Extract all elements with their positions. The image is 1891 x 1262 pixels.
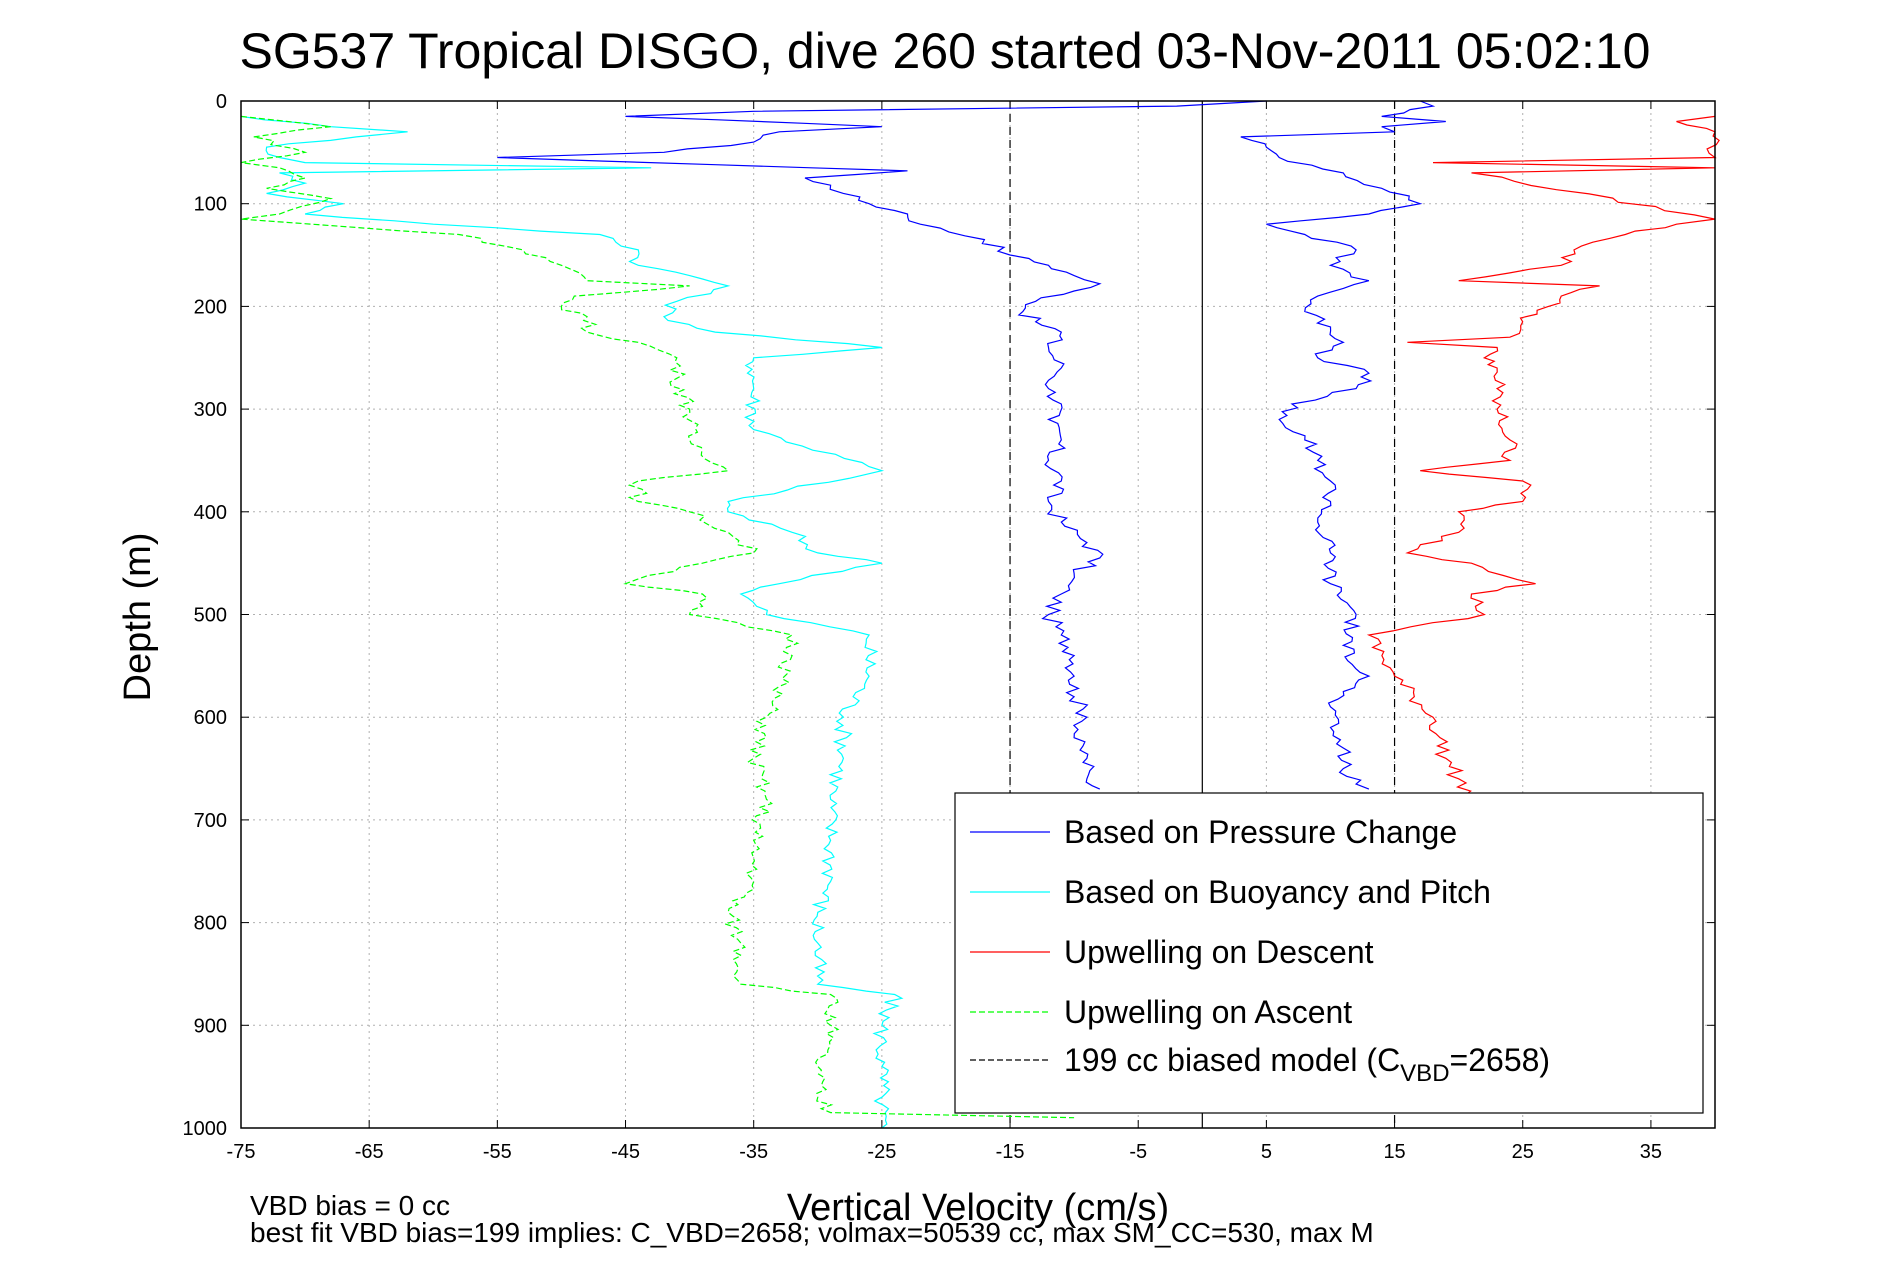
chart-title: SG537 Tropical DISGO, dive 260 started 0… xyxy=(240,23,1651,79)
series-line-2-main xyxy=(1366,115,1720,800)
y-tick-label-1: 100 xyxy=(194,194,227,216)
x-tick-label-2: -55 xyxy=(483,1141,512,1163)
plot-frame xyxy=(240,100,1716,1129)
y-tick-label-2: 200 xyxy=(194,296,227,318)
legend-label-descent: Upwelling on Descent xyxy=(1064,934,1374,970)
x-tick-label-1: -65 xyxy=(355,1141,384,1163)
x-tick-label-4: -35 xyxy=(739,1141,768,1163)
series-line-3-main xyxy=(240,115,1075,1119)
x-tick-label-10: 25 xyxy=(1512,1141,1534,1163)
series-line-1-main xyxy=(240,115,904,1129)
legend-label-model-sub: VBD xyxy=(1400,1060,1449,1087)
y-tick-label-6: 600 xyxy=(194,707,227,729)
x-tick-label-7: -5 xyxy=(1129,1141,1147,1163)
legend-label-model-main: 199 cc biased model (C xyxy=(1064,1042,1400,1078)
legend: Based on Pressure Change Based on Buoyan… xyxy=(954,792,1704,1114)
y-tick-label-4: 400 xyxy=(194,502,227,524)
x-tick-label-8: 5 xyxy=(1261,1141,1272,1163)
x-tick-label-3: -45 xyxy=(611,1141,640,1163)
x-tick-label-5: -25 xyxy=(867,1141,896,1163)
legend-label-model-tail: =2658) xyxy=(1450,1042,1551,1078)
legend-label-pressure: Based on Pressure Change xyxy=(1064,814,1457,850)
x-tick-label-6: -15 xyxy=(996,1141,1025,1163)
x-tick-label-0: -75 xyxy=(227,1141,256,1163)
legend-label-ascent: Upwelling on Ascent xyxy=(1064,994,1352,1030)
y-tick-label-9: 900 xyxy=(194,1015,227,1037)
series-group xyxy=(240,100,1720,1129)
legend-label-model: 199 cc biased model (CVBD=2658) xyxy=(1064,1042,1550,1087)
y-tick-label-5: 500 xyxy=(194,605,227,627)
y-tick-label-3: 300 xyxy=(194,399,227,421)
legend-label-buoyancy: Based on Buoyancy and Pitch xyxy=(1064,874,1491,910)
y-axis-label: Depth (m) xyxy=(117,533,159,702)
footnote-vbd-bias: VBD bias = 0 cc xyxy=(250,1190,450,1221)
x-tick-label-11: 35 xyxy=(1640,1141,1662,1163)
footnote-best-fit: best fit VBD bias=199 implies: C_VBD=265… xyxy=(250,1217,1374,1248)
y-tick-labels: 0 100 200 300 400 500 600 700 800 900 1000 xyxy=(183,91,228,1140)
y-tick-label-7: 700 xyxy=(194,810,227,832)
x-axis-label: Vertical Velocity (cm/s) xyxy=(787,1187,1169,1229)
legend-box xyxy=(954,792,1704,1114)
y-tick-label-10: 1000 xyxy=(183,1118,228,1140)
series-line-0-ascent xyxy=(1240,100,1446,790)
x-tick-label-9: 15 xyxy=(1383,1141,1405,1163)
x-tick-labels: -75 -65 -55 -45 -35 -25 -15 -5 5 15 25 35 xyxy=(227,1141,1662,1163)
series-line-0-descent xyxy=(497,100,1267,790)
y-tick-label-8: 800 xyxy=(194,913,227,935)
y-tick-label-0: 0 xyxy=(216,91,227,113)
